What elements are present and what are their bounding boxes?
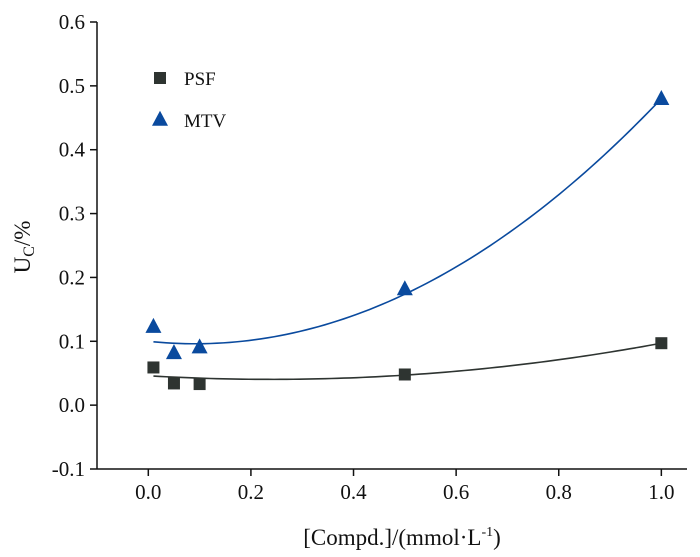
- y-tick-label: 0.5: [59, 74, 85, 98]
- x-tick-label: 0.4: [340, 480, 367, 504]
- y-axis-title: UC/%: [10, 221, 38, 274]
- x-tick-label: 0.6: [443, 480, 469, 504]
- data-point-psf: [193, 378, 206, 391]
- data-point-mtv: [145, 317, 162, 333]
- y-tick-label: 0.6: [59, 10, 85, 34]
- data-point-mtv: [396, 280, 413, 296]
- data-point-psf: [655, 337, 668, 350]
- data-point-mtv: [653, 89, 670, 105]
- data-markers: [145, 89, 670, 391]
- fit-curve-mtv: [153, 98, 662, 345]
- legend-marker-mtv: [152, 110, 168, 126]
- data-point-mtv: [191, 338, 208, 354]
- axis-ticks: [90, 21, 663, 476]
- legend-label-mtv: MTV: [184, 111, 227, 132]
- y-tick-label: -0.1: [52, 457, 85, 481]
- legend-marker-psf: [154, 72, 166, 84]
- data-point-psf: [167, 377, 180, 390]
- fit-curves: [153, 98, 662, 381]
- legend-label-psf: PSF: [184, 69, 216, 90]
- y-tick-label: 0.1: [59, 329, 85, 353]
- legend: PSF MTV: [152, 69, 227, 132]
- data-point-psf: [147, 361, 160, 374]
- x-axis-title: [Compd.]/(mmol·L-1): [303, 525, 501, 550]
- x-tick-label: 0.8: [546, 480, 572, 504]
- data-point-psf: [398, 368, 411, 381]
- y-tick-label: 0.0: [59, 393, 85, 417]
- x-tick-label: 0.2: [238, 480, 264, 504]
- y-tick-label: 0.2: [59, 265, 85, 289]
- y-tick-label: 0.3: [59, 202, 85, 226]
- y-tick-label: 0.4: [59, 138, 86, 162]
- x-tick-label: 0.0: [135, 480, 161, 504]
- tick-labels: -0.1 0.0 0.1 0.2 0.3 0.4 0.5 0.6 0.0 0.2 0.4 0.6 0.8…: [52, 10, 675, 504]
- x-tick-label: 1.0: [648, 480, 674, 504]
- data-point-mtv: [165, 344, 182, 360]
